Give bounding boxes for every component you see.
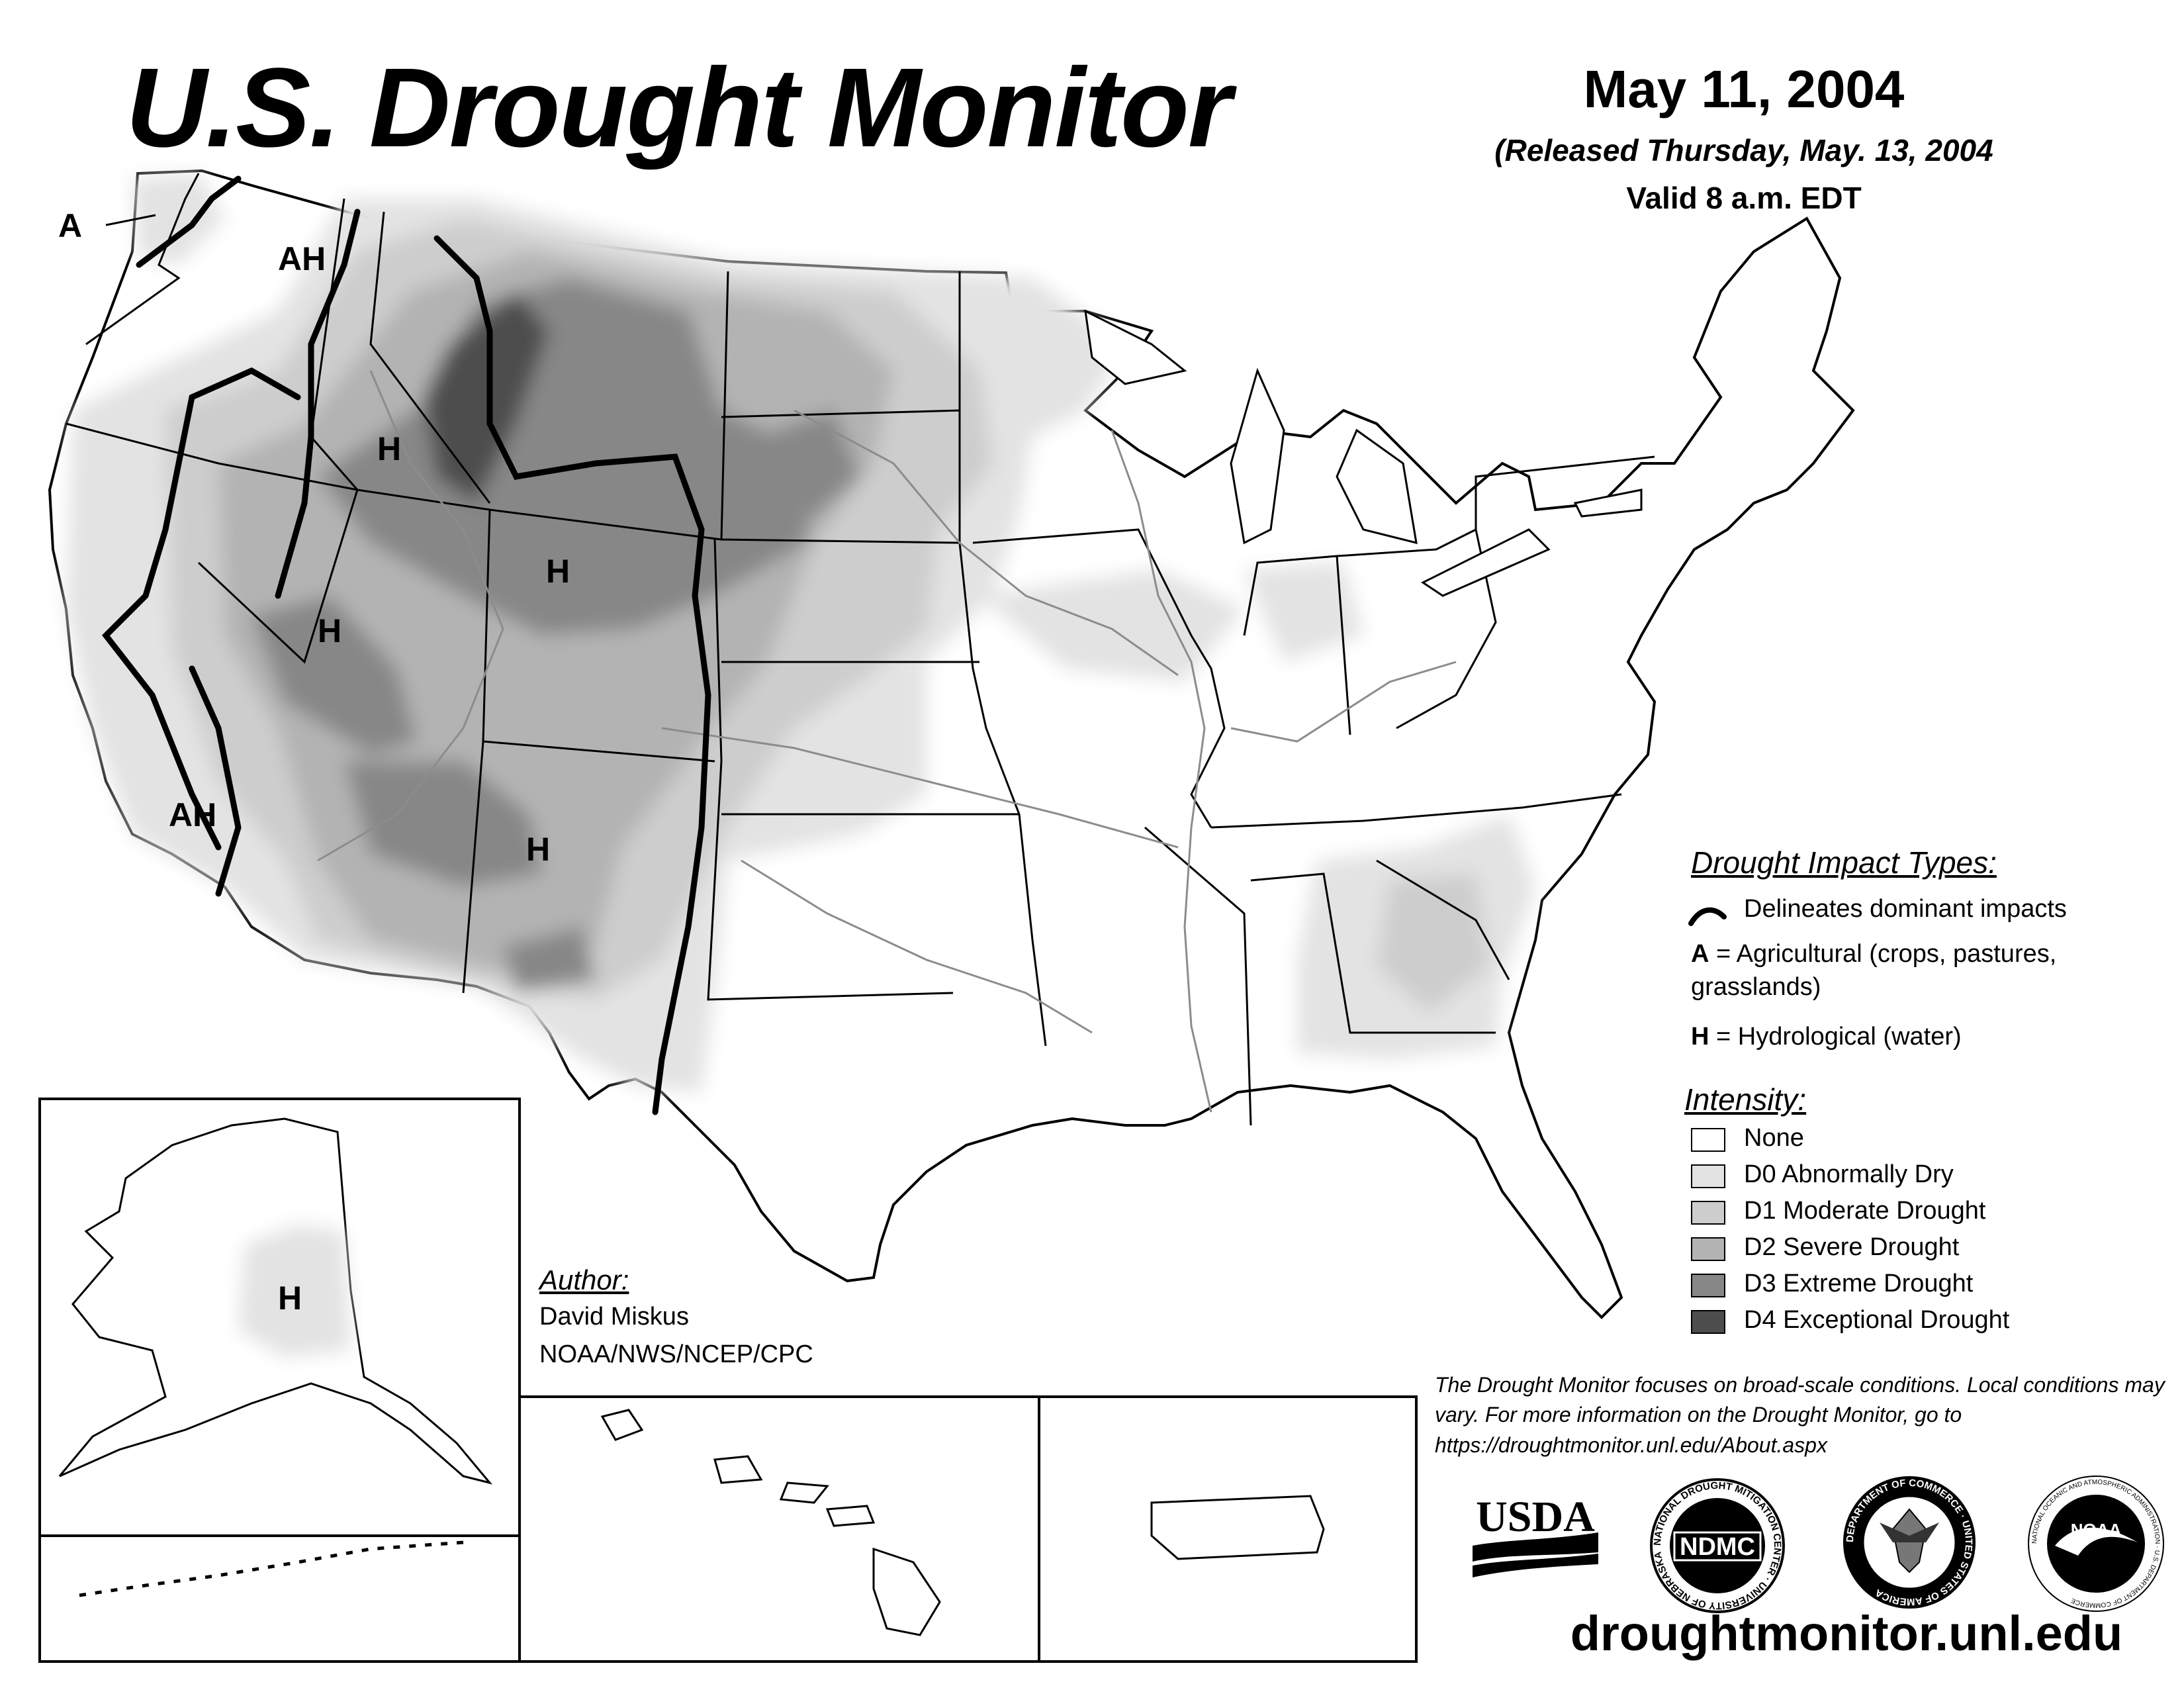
- intensity-legend-heading: Intensity:: [1684, 1082, 1807, 1117]
- alaska-d0-area: [238, 1225, 351, 1357]
- agri-key: A: [1691, 940, 1709, 968]
- hawaii-islands: [600, 1409, 941, 1636]
- d0-area-in: [1244, 563, 1363, 662]
- intensity-swatch: [1691, 1128, 1725, 1152]
- impact-line-icon: [1688, 907, 1727, 926]
- intensity-swatch: [1691, 1274, 1725, 1297]
- hydro-key: H: [1691, 1023, 1709, 1051]
- author-heading: Author:: [539, 1264, 629, 1295]
- label-a-northwest: A: [58, 207, 82, 244]
- label-h-new-mexico: H: [526, 831, 550, 868]
- impact-agricultural-cont: grasslands): [1691, 973, 1821, 1001]
- commerce-seal: DEPARTMENT OF COMMERCE · UNITED STATES O…: [1840, 1473, 1979, 1612]
- usda-logo: USDA: [1469, 1493, 1602, 1585]
- ndmc-logo-text: NDMC: [1680, 1533, 1755, 1561]
- ndmc-logo: NATIONAL DROUGHT MITIGATION CENTER · UNI…: [1648, 1476, 1787, 1615]
- impact-lines: [102, 175, 711, 1115]
- label-h-alaska: H: [278, 1280, 302, 1317]
- label-ah-washington: AH: [278, 240, 326, 277]
- d1-area-ga: [1377, 874, 1489, 1013]
- drought-shading: [66, 173, 1535, 1092]
- intensity-swatch: [1691, 1164, 1725, 1188]
- puerto-rico-shape: [1150, 1495, 1325, 1560]
- intensity-label: D4 Exceptional Drought: [1744, 1306, 2010, 1334]
- label-h-wyoming: H: [546, 553, 570, 590]
- usda-logo-text: USDA: [1476, 1493, 1595, 1541]
- label-ah-california: AH: [169, 796, 216, 833]
- label-h-idaho: H: [377, 430, 401, 467]
- author-name: David Miskus: [539, 1303, 689, 1331]
- label-h-nevada: H: [318, 612, 341, 649]
- disclaimer-text: The Drought Monitor focuses on broad-sca…: [1435, 1373, 2165, 1457]
- noaa-logo-text: NOAA: [2071, 1520, 2122, 1540]
- d3-area-nm: [503, 927, 596, 993]
- intensity-label: None: [1744, 1124, 1804, 1152]
- website-url[interactable]: droughtmonitor.unl.edu: [1570, 1606, 2123, 1661]
- valid-time: Valid 8 a.m. EDT: [1626, 181, 1862, 215]
- impact-hydrological: H = Hydrological (water): [1691, 1023, 1962, 1051]
- agri-text: = Agricultural (crops, pastures,: [1709, 940, 2057, 968]
- great-lakes: [1084, 309, 1643, 597]
- intensity-label: D2 Severe Drought: [1744, 1233, 1960, 1261]
- rivers: [317, 370, 1457, 1113]
- d3-area-north: [318, 278, 807, 635]
- d3-area-sd: [768, 410, 860, 523]
- map-date: May 11, 2004: [1583, 60, 1905, 118]
- noaa-logo: NATIONAL OCEANIC AND ATMOSPHERIC ADMINIS…: [2025, 1473, 2167, 1615]
- intensity-label: D3 Extreme Drought: [1744, 1270, 1974, 1297]
- d3-area-nv: [251, 596, 417, 755]
- impact-legend-heading: Drought Impact Types:: [1691, 845, 1997, 880]
- intensity-swatch: [1691, 1201, 1725, 1225]
- intensity-label: D0 Abnormally Dry: [1744, 1160, 1954, 1188]
- author-org: NOAA/NWS/NCEP/CPC: [539, 1340, 813, 1368]
- impact-agricultural: A = Agricultural (crops, pastures,: [1691, 940, 2056, 968]
- intensity-label: D1 Moderate Drought: [1744, 1197, 1986, 1225]
- release-date: (Released Thursday, May. 13, 2004: [1494, 133, 1993, 167]
- d0-area-mo: [979, 569, 1244, 682]
- hydro-text: = Hydrological (water): [1709, 1023, 1962, 1051]
- intensity-swatch: [1691, 1310, 1725, 1334]
- d0-area-wa: [132, 173, 225, 265]
- d3-area-az: [344, 761, 543, 887]
- d4-area: [424, 291, 549, 503]
- hawaii-inset: [518, 1395, 1040, 1663]
- intensity-swatch: [1691, 1237, 1725, 1261]
- impact-line-label: Delineates dominant impacts: [1744, 895, 2067, 923]
- map-title: U.S. Drought Monitor: [126, 45, 1232, 171]
